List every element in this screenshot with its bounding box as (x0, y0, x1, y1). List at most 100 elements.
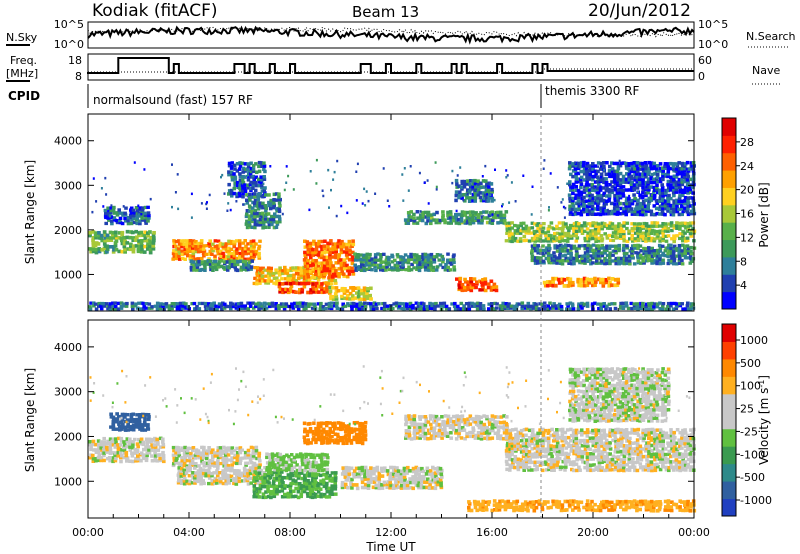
data-cell (293, 301, 297, 305)
data-cell (151, 445, 155, 449)
data-cell (474, 216, 479, 220)
scatter-cell (493, 198, 496, 202)
data-cell (311, 471, 315, 475)
data-cell (232, 254, 237, 258)
data-cell (541, 252, 545, 256)
data-cell (685, 244, 690, 248)
data-cell (682, 224, 687, 228)
data-cell (253, 208, 258, 213)
data-cell (327, 476, 331, 480)
data-cell (177, 469, 182, 473)
data-cell (430, 306, 435, 311)
data-cell (197, 464, 201, 468)
data-cell (681, 201, 685, 205)
data-cell (199, 249, 203, 253)
data-cell (541, 226, 546, 230)
data-cell (221, 469, 225, 473)
data-cell (185, 459, 190, 463)
data-cell (363, 301, 367, 305)
data-cell (576, 161, 581, 166)
data-cell (179, 448, 184, 452)
data-cell (141, 442, 146, 447)
data-cell (444, 304, 449, 308)
data-cell (616, 196, 620, 200)
data-cell (441, 213, 445, 218)
data-cell (138, 208, 142, 212)
data-cell (325, 467, 330, 472)
data-cell (307, 279, 312, 283)
data-cell (401, 267, 405, 271)
data-cell (322, 492, 327, 497)
noise-panel: N.Sky 10^5 10^0 10^5 10^0 N.Search (6, 18, 796, 51)
data-cell (689, 228, 694, 233)
data-cell (666, 166, 671, 171)
data-cell (145, 451, 149, 455)
data-cell (498, 304, 503, 308)
data-cell (306, 460, 311, 464)
colorbar-segment (722, 256, 736, 275)
data-cell (229, 306, 233, 311)
data-cell (307, 302, 311, 306)
data-cell (661, 251, 666, 255)
data-cell (685, 304, 690, 308)
data-cell (328, 271, 332, 276)
data-cell (639, 261, 643, 265)
data-cell (133, 304, 138, 308)
data-cell (130, 301, 135, 305)
data-cell (247, 264, 251, 269)
data-cell (111, 420, 116, 424)
data-cell (485, 195, 489, 200)
data-cell (294, 279, 298, 283)
data-cell (264, 217, 268, 221)
data-cell (583, 199, 587, 203)
data-cell (130, 454, 135, 458)
data-cell (660, 253, 665, 257)
data-cell (285, 453, 289, 457)
data-cell (320, 468, 325, 473)
scatter-cell (229, 208, 232, 212)
data-cell (213, 454, 218, 458)
data-cell (276, 454, 281, 459)
data-cell (417, 301, 421, 306)
data-cell (235, 473, 239, 478)
data-cell (681, 239, 685, 243)
data-cell (208, 239, 212, 243)
data-cell (323, 272, 327, 277)
data-cell (647, 160, 651, 165)
data-cell (639, 234, 643, 238)
data-cell (225, 250, 229, 254)
data-cell (358, 429, 362, 434)
data-cell (615, 283, 620, 287)
data-cell (137, 458, 141, 463)
data-cell (161, 456, 166, 461)
data-cell (179, 474, 184, 478)
data-cell (161, 304, 166, 308)
data-cell (683, 179, 687, 184)
data-cell (683, 199, 687, 203)
data-cell (630, 222, 634, 226)
data-cell (197, 307, 202, 311)
data-cell (608, 253, 613, 257)
data-cell (202, 481, 206, 486)
data-cell (655, 305, 660, 309)
data-cell (106, 216, 110, 220)
data-cell (303, 476, 307, 481)
data-cell (351, 239, 355, 243)
data-cell (424, 215, 429, 219)
data-cell (188, 453, 193, 457)
data-cell (144, 216, 148, 220)
data-cell (213, 257, 217, 261)
data-cell (584, 280, 589, 285)
data-cell (122, 455, 126, 460)
data-cell (603, 232, 607, 236)
scatter-cell (355, 199, 358, 202)
data-cell (230, 194, 234, 198)
data-cell (123, 211, 127, 215)
data-cell (322, 440, 326, 445)
data-cell (304, 306, 308, 311)
data-cell (130, 230, 135, 235)
data-cell (266, 212, 271, 216)
data-cell (427, 253, 431, 257)
data-cell (301, 301, 306, 305)
data-cell (588, 212, 593, 216)
